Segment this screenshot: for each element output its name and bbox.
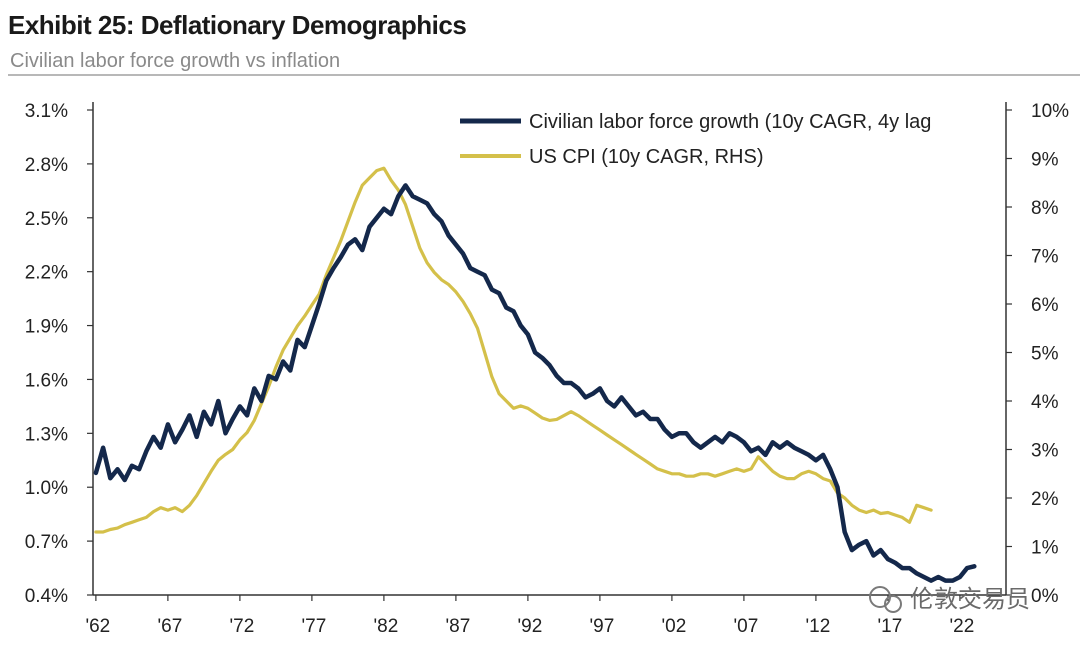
legend: Civilian labor force growth (10y CAGR, 4… (460, 111, 931, 168)
right-tick-label: 6% (1031, 295, 1059, 316)
title-divider (8, 74, 1080, 76)
series-line-labor-force (93, 183, 977, 583)
x-tick-label: '77 (302, 616, 327, 637)
series-lines (93, 166, 977, 583)
right-tick-label: 9% (1031, 150, 1059, 171)
left-tick-label: 2.5% (25, 209, 68, 230)
right-tick-label: 3% (1031, 441, 1059, 462)
chart-subtitle: Civilian labor force growth vs inflation (10, 50, 341, 72)
x-tick-label: '62 (85, 616, 110, 637)
x-tick-label: '07 (734, 616, 759, 637)
x-tick-label: '12 (806, 616, 831, 637)
legend-label-labor-force: Civilian labor force growth (10y CAGR, 4… (529, 111, 931, 133)
right-tick-label: 4% (1031, 392, 1059, 413)
right-tick-label: 5% (1031, 344, 1059, 365)
right-tick-label: 1% (1031, 538, 1059, 559)
left-tick-label: 0.7% (25, 532, 68, 553)
chart-title: Exhibit 25: Deflationary Demographics (8, 10, 467, 40)
right-tick-label: 7% (1031, 247, 1059, 268)
right-tick-label: 2% (1031, 489, 1059, 510)
wechat-icon (869, 586, 902, 613)
right-tick-label: 8% (1031, 198, 1059, 219)
watermark-text: 伦敦交易员 (910, 585, 1030, 613)
left-tick-label: 1.6% (25, 370, 68, 391)
series-line-cpi (94, 166, 933, 534)
x-tick-label: '97 (590, 616, 615, 637)
x-tick-label: '87 (446, 616, 471, 637)
x-tick-label: '82 (374, 616, 399, 637)
right-tick-label: 10% (1031, 101, 1069, 122)
watermark: 伦敦交易员 (869, 585, 1030, 613)
left-tick-label: 1.9% (25, 317, 68, 338)
left-tick-label: 1.3% (25, 424, 68, 445)
left-tick-label: 0.4% (25, 586, 68, 607)
left-tick-label: 2.8% (25, 155, 68, 176)
x-tick-label: '92 (518, 616, 543, 637)
right-tick-label: 0% (1031, 586, 1059, 607)
x-tick-label: '17 (878, 616, 903, 637)
left-tick-label: 3.1% (25, 101, 68, 122)
legend-label-cpi: US CPI (10y CAGR, RHS) (529, 146, 763, 168)
left-tick-label: 2.2% (25, 263, 68, 284)
x-tick-label: '02 (662, 616, 687, 637)
x-tick-label: '67 (158, 616, 183, 637)
x-tick-label: '22 (950, 616, 975, 637)
axes: 0.4% 0.7% 1.0% 1.3% 1.6% 1.9% 2.2% 2.5% 2.8% 3.1%… (25, 101, 1069, 637)
left-tick-label: 1.0% (25, 478, 68, 499)
x-tick-label: '72 (230, 616, 255, 637)
